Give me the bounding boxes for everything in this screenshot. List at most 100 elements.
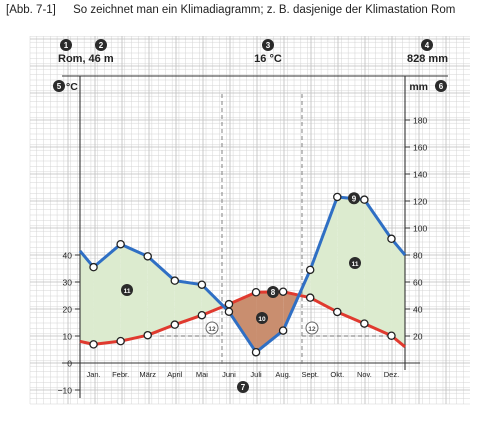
marker-number: 7 <box>241 383 246 392</box>
marker-badge <box>305 321 319 335</box>
marker-badge <box>421 39 433 51</box>
precipitation-point <box>360 195 369 204</box>
left-axis-tick-label: 0 <box>67 359 72 369</box>
temperature-point <box>278 287 288 296</box>
marker-badge <box>60 39 72 51</box>
marker-badge <box>267 285 279 298</box>
humid-area <box>310 196 338 312</box>
temperature-point <box>333 307 342 317</box>
fill-areas <box>80 196 405 353</box>
humid-area <box>174 280 202 325</box>
figure-title: So zeichnet man ein Klimadiagramm; z. B.… <box>73 4 456 16</box>
temperature-point <box>170 320 180 329</box>
marker-badge <box>95 39 107 51</box>
annual-precip-label: 828 mm <box>407 53 448 65</box>
precipitation-point <box>305 265 315 275</box>
axes: −10 0 10 20 30 40 20 40 60 80 100 120 140 160 180 Jan. F… <box>58 75 448 398</box>
temperature-point <box>143 330 152 340</box>
left-axis-tick-label: 40 <box>63 251 73 261</box>
marker-number: 8 <box>271 288 276 297</box>
temperature-point <box>224 299 234 309</box>
month-tick-label: Juni <box>222 370 236 379</box>
precipitation-point <box>197 280 207 289</box>
right-axis-tick-label: 120 <box>413 197 427 207</box>
marker-number: 3 <box>266 41 271 50</box>
temperature-point <box>305 293 315 302</box>
marker-badge <box>53 80 65 92</box>
precipitation-point <box>251 347 261 357</box>
month-tick-label: Okt. <box>330 370 344 379</box>
marker-number: 11 <box>124 288 131 295</box>
marker-badge <box>435 80 447 92</box>
figure-ref: [Abb. 7-1] <box>6 4 56 16</box>
marker-badge <box>348 192 360 205</box>
marker-number: 1 <box>64 41 69 50</box>
station-label: Rom, 46 m <box>58 53 114 65</box>
precipitation-point <box>224 307 234 316</box>
precipitation-point <box>278 326 288 335</box>
marker-badge <box>256 312 268 324</box>
temperature-point <box>89 340 98 349</box>
right-axis-tick-label: 20 <box>413 332 423 342</box>
marker-number: 12 <box>308 326 316 333</box>
humid-area <box>120 244 148 342</box>
marker-number: 6 <box>439 82 444 91</box>
marker-number: 12 <box>208 326 216 333</box>
mean-temp-label: 16 °C <box>254 53 282 65</box>
left-axis-unit: °C <box>66 81 78 93</box>
precipitation-point <box>143 252 152 261</box>
temperature-point <box>360 319 369 328</box>
left-axis-tick-label: 30 <box>63 278 73 288</box>
temperature-line <box>79 290 406 348</box>
marker-number: 2 <box>99 41 104 50</box>
humid-area <box>93 244 121 345</box>
right-axis-tick-label: 160 <box>413 143 427 153</box>
temperature-point <box>251 288 261 297</box>
figure-caption: [Abb. 7-1] So zeichnet man ein Klimadiag… <box>6 4 455 16</box>
left-axis-tick-label: 10 <box>63 332 73 342</box>
marker-number: 4 <box>425 41 430 50</box>
precipitation-point <box>89 262 98 272</box>
month-tick-label: April <box>167 370 182 379</box>
series-lines <box>78 192 407 357</box>
precipitation-point <box>387 234 396 244</box>
left-axis-tick-label: −10 <box>58 386 73 396</box>
precipitation-point <box>116 239 125 249</box>
arid-area <box>228 292 257 353</box>
marker-badge <box>237 381 249 393</box>
month-tick-label: Juli <box>250 370 262 379</box>
month-tick-label: Nov. <box>357 370 372 379</box>
marker-badge <box>205 321 219 335</box>
precipitation-point <box>170 276 180 285</box>
month-tick-label: März <box>139 370 156 379</box>
marker-badge <box>121 284 133 296</box>
right-axis-tick-label: 60 <box>413 278 423 288</box>
precipitation-point <box>333 192 342 202</box>
marker-number: 10 <box>258 316 266 323</box>
month-tick-label: Mai <box>196 370 208 379</box>
marker-number: 5 <box>57 82 62 91</box>
humid-area <box>80 250 94 345</box>
left-axis-tick-label: 20 <box>63 305 73 315</box>
humid-area <box>391 238 405 347</box>
right-axis-tick-label: 180 <box>413 116 427 126</box>
marker-badge <box>349 257 361 269</box>
right-axis-tick-label: 80 <box>413 251 423 261</box>
arid-area <box>256 291 284 353</box>
marker-number: 9 <box>352 194 357 203</box>
chart-labels: Rom, 46 m 16 °C 828 mm °C mm <box>58 53 448 93</box>
month-tick-label: Aug. <box>275 370 290 379</box>
marker-number: 11 <box>352 261 359 268</box>
temperature-point <box>387 331 396 340</box>
temperature-point <box>116 336 125 346</box>
month-tick-label: Febr. <box>112 370 129 379</box>
humid-area <box>364 199 392 336</box>
month-tick-label: Dez. <box>384 370 399 379</box>
marker-badge <box>262 39 274 51</box>
right-axis-unit: mm <box>409 81 428 93</box>
temperature-point <box>197 310 207 320</box>
right-axis-tick-label: 40 <box>413 305 423 315</box>
right-axis-tick-label: 140 <box>413 170 427 180</box>
